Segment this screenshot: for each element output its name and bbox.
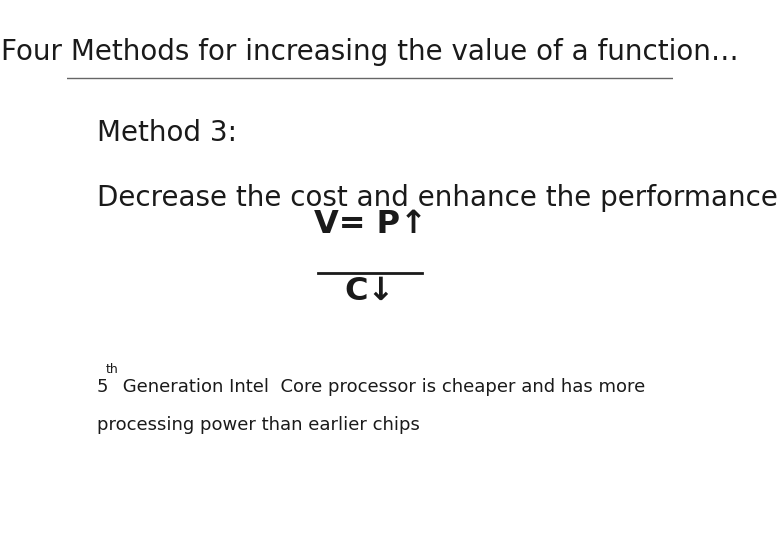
Text: Decrease the cost and enhance the performance: Decrease the cost and enhance the perfor… [97,184,778,212]
Text: Generation Intel  Core processor is cheaper and has more: Generation Intel Core processor is cheap… [117,378,645,396]
Text: 5: 5 [97,378,108,396]
Text: Four Methods for increasing the value of a function…: Four Methods for increasing the value of… [1,38,739,66]
Text: th: th [105,363,119,376]
Text: processing power than earlier chips: processing power than earlier chips [97,416,420,434]
Text: C↓: C↓ [345,275,395,306]
Text: V= P↑: V= P↑ [314,210,427,240]
Text: Method 3:: Method 3: [97,119,237,147]
